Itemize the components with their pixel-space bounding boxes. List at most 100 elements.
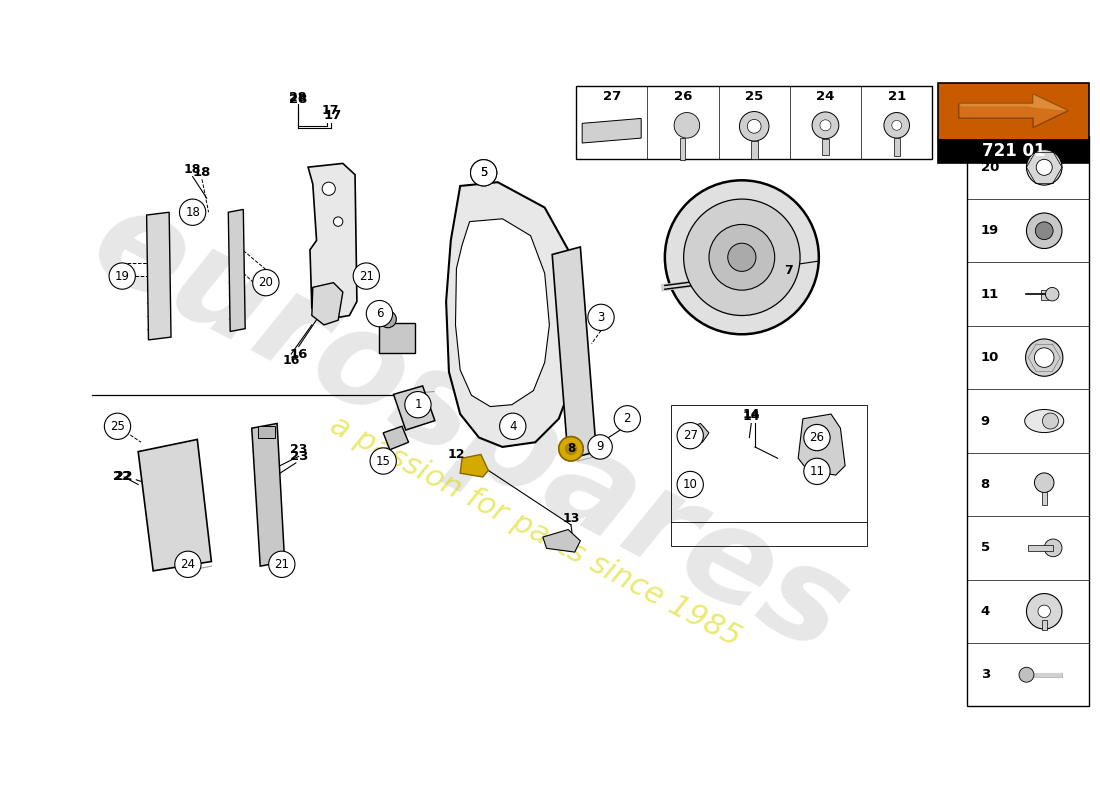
Circle shape <box>559 437 583 461</box>
Circle shape <box>1026 213 1061 249</box>
Text: 24: 24 <box>816 90 835 103</box>
Polygon shape <box>460 454 488 477</box>
Bar <box>1028 545 1053 551</box>
Text: 23: 23 <box>289 450 308 463</box>
Bar <box>576 86 933 159</box>
Circle shape <box>739 111 769 141</box>
Text: 15: 15 <box>376 454 390 467</box>
Text: 11: 11 <box>980 288 999 301</box>
Polygon shape <box>312 282 343 325</box>
Bar <box>258 426 275 438</box>
Text: 26: 26 <box>673 90 692 103</box>
Circle shape <box>683 199 800 315</box>
Circle shape <box>366 301 393 326</box>
Polygon shape <box>685 423 710 445</box>
Text: 14: 14 <box>742 407 760 421</box>
Text: 27: 27 <box>683 429 697 442</box>
Circle shape <box>1038 605 1050 618</box>
Text: 19: 19 <box>114 270 130 282</box>
Text: 28: 28 <box>289 91 307 104</box>
Circle shape <box>685 428 701 443</box>
Text: 19: 19 <box>980 224 999 238</box>
Circle shape <box>1026 150 1061 185</box>
Polygon shape <box>394 386 435 430</box>
Text: 721 01: 721 01 <box>981 142 1045 160</box>
Circle shape <box>1044 539 1061 557</box>
Circle shape <box>322 182 335 195</box>
Circle shape <box>1036 159 1053 175</box>
Bar <box>1042 620 1047 630</box>
Text: 10: 10 <box>980 351 999 364</box>
Circle shape <box>471 160 497 186</box>
Circle shape <box>678 422 703 449</box>
Circle shape <box>175 551 201 578</box>
Bar <box>750 141 758 158</box>
Circle shape <box>587 304 614 330</box>
Text: 5: 5 <box>480 166 487 179</box>
Polygon shape <box>959 94 1068 111</box>
Circle shape <box>664 180 818 334</box>
Text: 6: 6 <box>376 307 383 320</box>
Text: 12: 12 <box>448 448 465 461</box>
Circle shape <box>268 551 295 578</box>
Circle shape <box>499 413 526 439</box>
Text: 23: 23 <box>290 443 307 456</box>
Text: 24: 24 <box>180 558 196 570</box>
Circle shape <box>1025 339 1063 376</box>
Text: 21: 21 <box>359 270 374 282</box>
Circle shape <box>892 120 902 130</box>
Polygon shape <box>383 426 408 450</box>
Bar <box>379 323 415 353</box>
Circle shape <box>565 443 576 454</box>
Text: 4: 4 <box>980 605 990 618</box>
Circle shape <box>747 119 761 133</box>
Circle shape <box>1045 287 1059 301</box>
Circle shape <box>812 112 839 138</box>
Polygon shape <box>229 210 245 331</box>
Text: 21: 21 <box>888 90 905 103</box>
Text: 25: 25 <box>110 420 125 433</box>
Circle shape <box>179 199 206 226</box>
Text: 20: 20 <box>980 161 999 174</box>
Bar <box>937 83 1089 162</box>
Circle shape <box>379 311 396 328</box>
Circle shape <box>471 160 497 186</box>
Bar <box>893 138 900 156</box>
Text: 16: 16 <box>283 354 300 367</box>
Polygon shape <box>959 94 1068 127</box>
Bar <box>822 138 829 155</box>
Circle shape <box>1026 594 1061 629</box>
Text: 9: 9 <box>596 441 604 454</box>
Text: 22: 22 <box>114 470 132 483</box>
Circle shape <box>728 243 756 271</box>
Circle shape <box>1019 667 1034 682</box>
Circle shape <box>804 425 830 450</box>
Bar <box>1041 290 1048 299</box>
Text: 2: 2 <box>623 412 631 426</box>
Circle shape <box>678 471 703 498</box>
Bar <box>968 136 1089 706</box>
Text: 22: 22 <box>113 470 131 483</box>
Text: 18: 18 <box>185 206 200 218</box>
Text: 17: 17 <box>322 104 340 118</box>
Circle shape <box>353 263 380 290</box>
Polygon shape <box>252 423 285 566</box>
Text: 6: 6 <box>370 302 378 314</box>
Text: 5: 5 <box>980 542 990 554</box>
Circle shape <box>1034 348 1054 367</box>
Polygon shape <box>582 118 641 143</box>
Circle shape <box>405 391 431 418</box>
Polygon shape <box>799 414 845 475</box>
Text: 17: 17 <box>323 109 342 122</box>
Text: 8: 8 <box>566 442 575 455</box>
Polygon shape <box>447 182 578 447</box>
Polygon shape <box>552 247 596 459</box>
Circle shape <box>804 458 830 485</box>
Bar <box>681 138 685 160</box>
Circle shape <box>1043 413 1058 429</box>
Text: 5: 5 <box>480 166 487 179</box>
Text: 4: 4 <box>509 420 517 433</box>
Text: 27: 27 <box>603 90 620 103</box>
Polygon shape <box>455 219 549 406</box>
Polygon shape <box>139 439 211 571</box>
